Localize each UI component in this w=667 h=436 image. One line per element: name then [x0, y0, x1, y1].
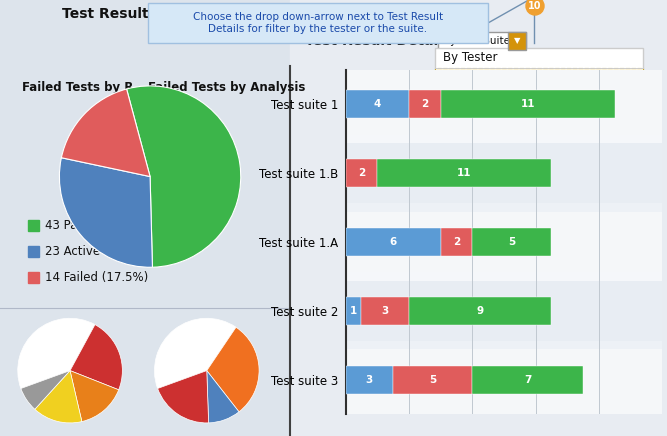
Wedge shape — [127, 86, 241, 267]
Bar — [346, 366, 393, 394]
Bar — [346, 135, 662, 211]
Text: 1: 1 — [350, 306, 357, 316]
Text: 2: 2 — [421, 99, 428, 109]
Text: 2: 2 — [453, 237, 460, 247]
Circle shape — [526, 0, 544, 15]
Text: 43 Passed (53.8%): 43 Passed (53.8%) — [45, 218, 154, 232]
Wedge shape — [157, 371, 209, 423]
Wedge shape — [207, 371, 239, 423]
Bar — [409, 90, 441, 118]
Text: Choose the drop down-arrow next to Test Result
Details for filter by the tester : Choose the drop down-arrow next to Test … — [193, 12, 443, 34]
Text: 3: 3 — [366, 375, 373, 385]
Bar — [435, 48, 643, 88]
Text: Failed Tests by R...: Failed Tests by R... — [22, 81, 147, 94]
Text: 4: 4 — [374, 99, 381, 109]
Bar — [378, 159, 552, 187]
Bar — [472, 366, 583, 394]
Wedge shape — [59, 158, 153, 267]
Bar — [346, 204, 662, 280]
Text: By Tester: By Tester — [443, 51, 498, 65]
Bar — [393, 366, 472, 394]
Text: 5: 5 — [508, 237, 516, 247]
Text: Test Result Summary: Test Result Summary — [62, 7, 227, 21]
Wedge shape — [70, 371, 119, 422]
Wedge shape — [18, 318, 95, 388]
Text: 11: 11 — [457, 168, 472, 178]
Bar — [346, 297, 362, 325]
Text: 3: 3 — [382, 306, 389, 316]
Bar — [290, 0, 667, 436]
Text: Test Result Details: Test Result Details — [305, 34, 451, 48]
Text: Failed Tests by Analysis: Failed Tests by Analysis — [148, 81, 305, 94]
Bar — [472, 228, 552, 256]
Text: 9: 9 — [477, 306, 484, 316]
Wedge shape — [155, 318, 236, 388]
Text: ▼: ▼ — [514, 37, 520, 45]
Bar — [346, 90, 409, 118]
Wedge shape — [207, 327, 259, 412]
Bar — [438, 32, 526, 50]
Wedge shape — [70, 325, 122, 390]
Bar — [362, 297, 409, 325]
Bar — [346, 159, 378, 187]
Text: 11: 11 — [520, 99, 535, 109]
Text: 23 Active (28.7%): 23 Active (28.7%) — [45, 245, 150, 258]
Wedge shape — [35, 371, 82, 423]
Text: 2: 2 — [358, 168, 365, 178]
Bar — [441, 228, 472, 256]
Bar — [346, 341, 662, 418]
Bar — [148, 3, 488, 43]
Bar — [28, 246, 39, 257]
Wedge shape — [61, 89, 150, 177]
Text: By Test Suite: By Test Suite — [443, 36, 510, 46]
Bar — [508, 32, 526, 50]
Bar — [409, 297, 552, 325]
Bar — [28, 272, 39, 283]
Bar — [441, 90, 615, 118]
Wedge shape — [21, 371, 70, 409]
Text: By Test Suite: By Test Suite — [443, 72, 519, 85]
Bar — [28, 220, 39, 231]
Bar — [435, 68, 643, 88]
Text: 7: 7 — [524, 375, 532, 385]
Text: 5: 5 — [429, 375, 436, 385]
Text: 10: 10 — [528, 1, 542, 11]
Text: 14 Failed (17.5%): 14 Failed (17.5%) — [45, 270, 148, 283]
Bar — [346, 272, 662, 349]
Bar — [0, 0, 290, 436]
Text: 6: 6 — [390, 237, 397, 247]
Bar — [346, 228, 441, 256]
Bar — [346, 66, 662, 143]
